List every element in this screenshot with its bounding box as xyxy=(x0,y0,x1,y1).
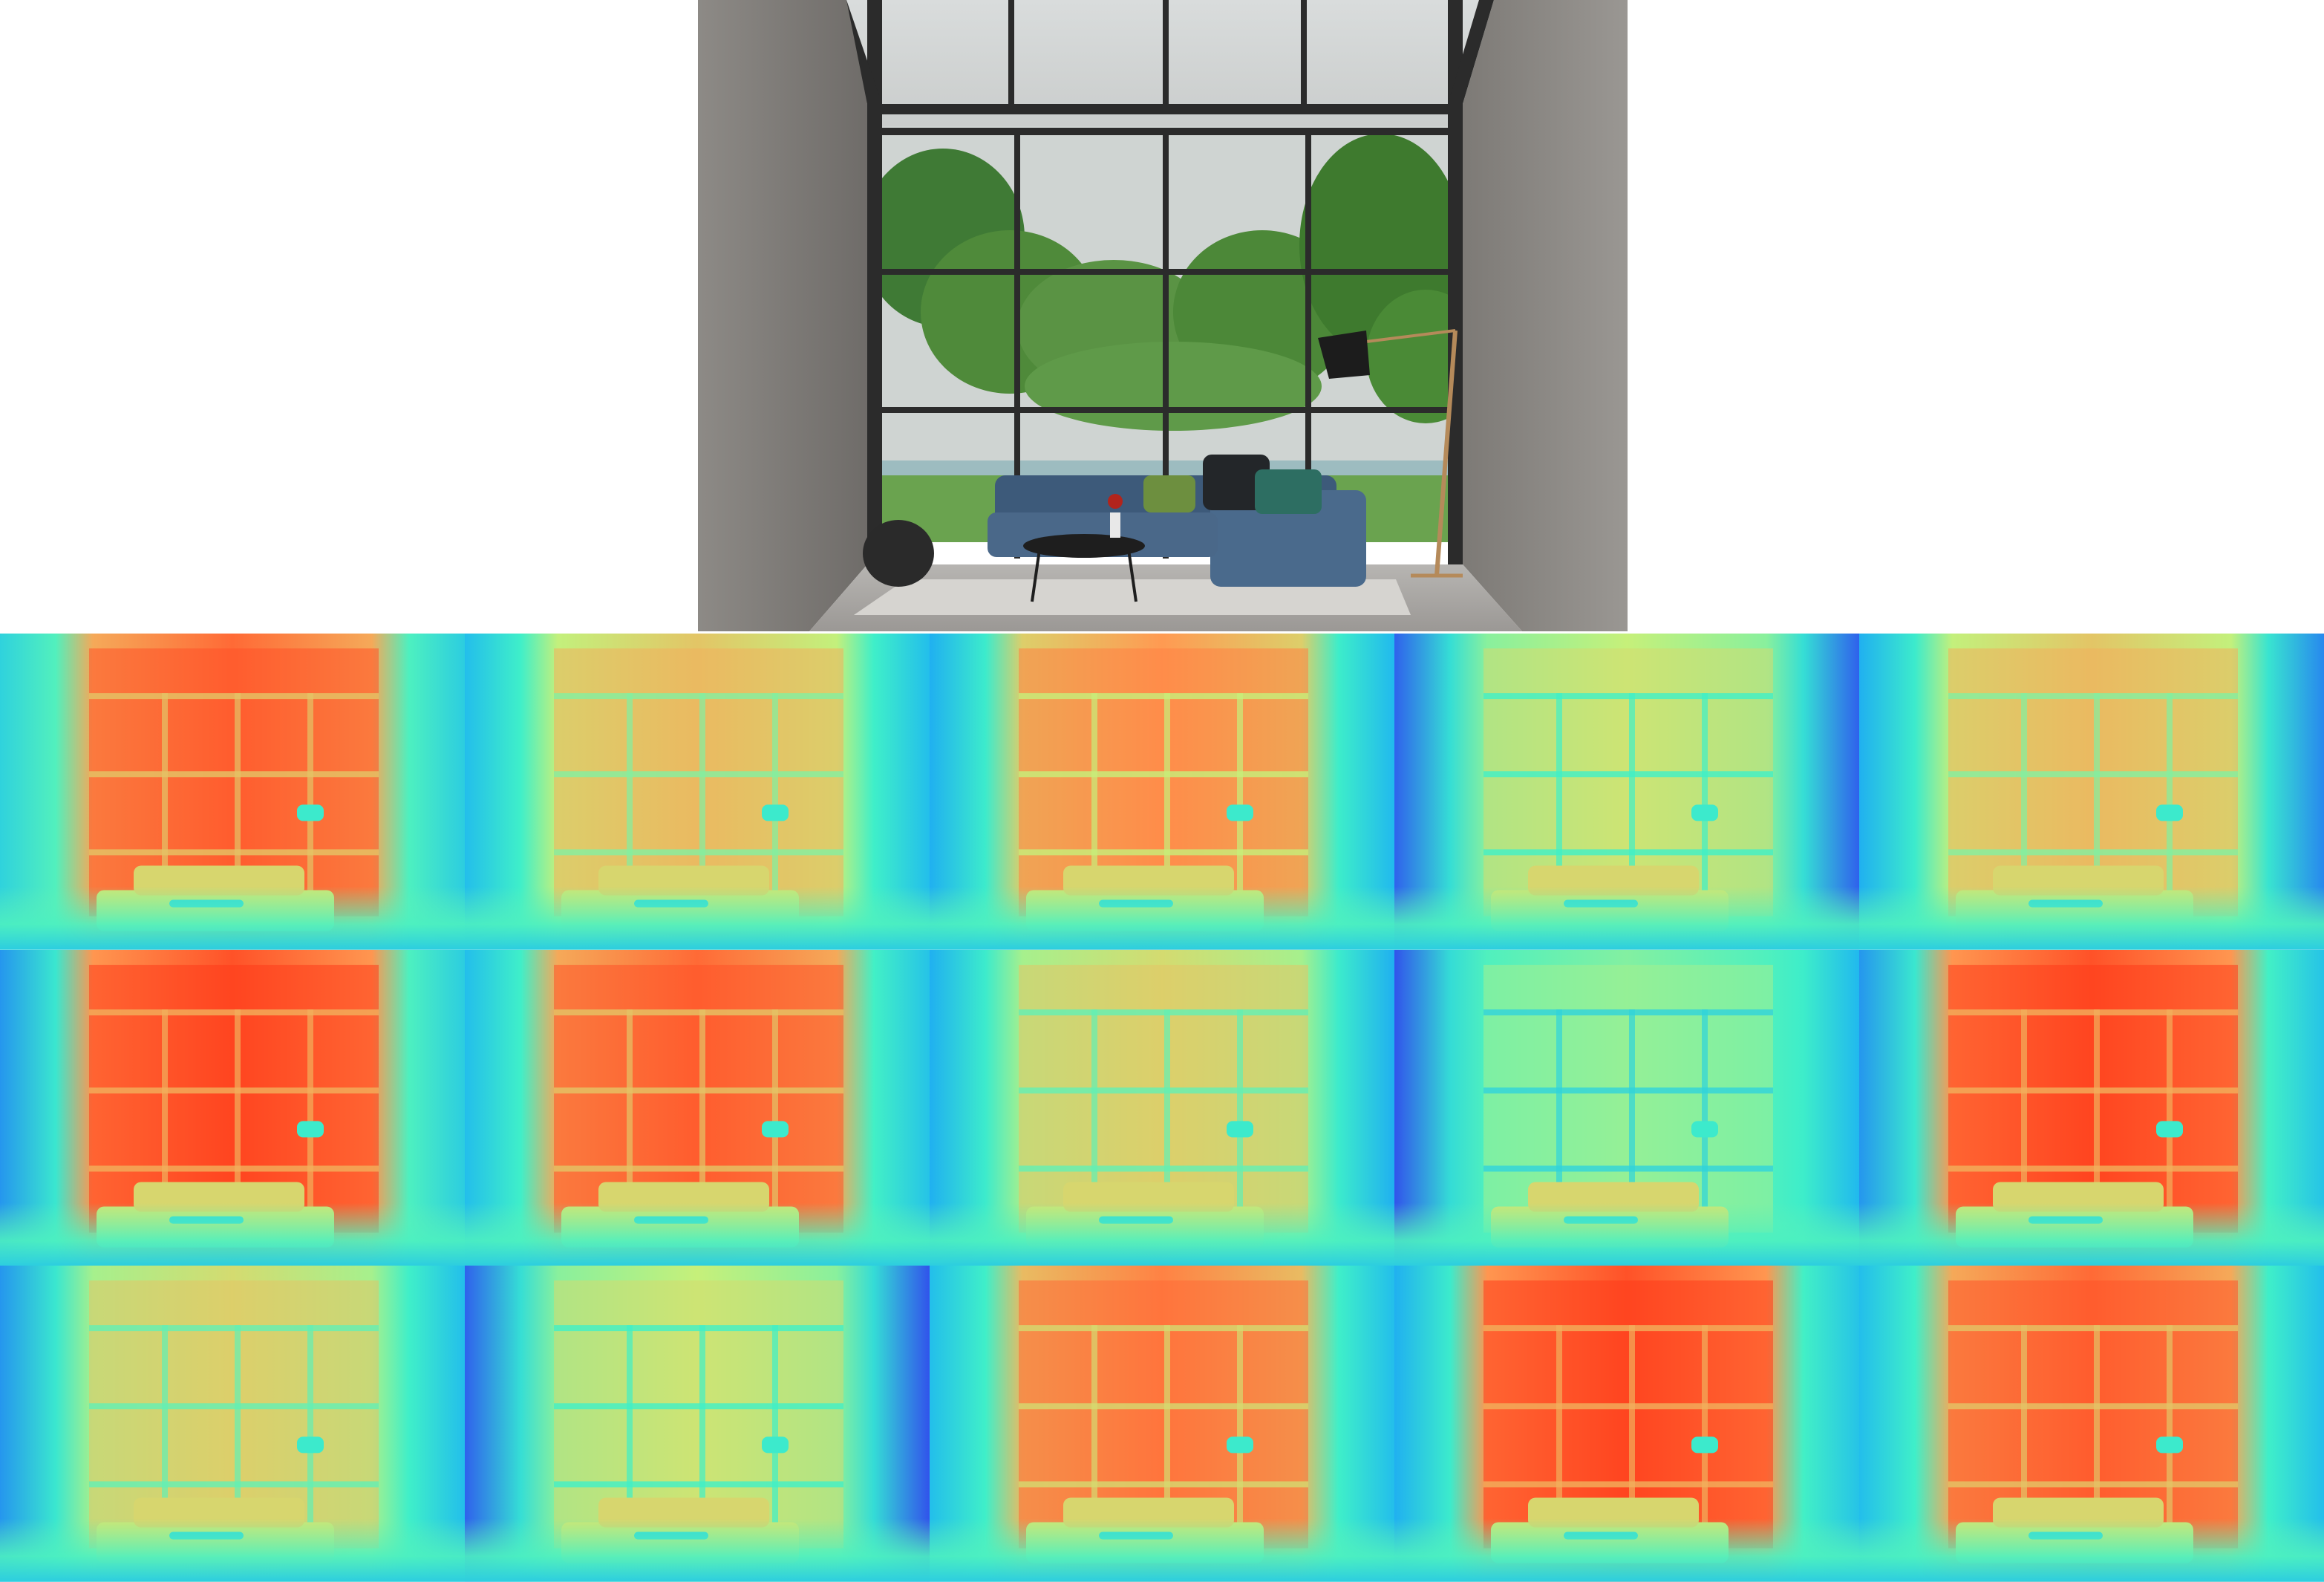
depth-map xyxy=(1859,1266,2324,1582)
depth-map xyxy=(1394,1266,1859,1582)
depth-map-tile xyxy=(1859,634,2324,950)
depth-map xyxy=(930,949,1394,1266)
depth-map-tile xyxy=(0,634,465,950)
rug xyxy=(854,579,1411,615)
depth-map-tile xyxy=(1394,634,1859,950)
depth-map-grid xyxy=(0,634,2324,1582)
depth-map-tile xyxy=(465,949,930,1266)
depth-map-tile xyxy=(930,634,1394,950)
floor-lamp xyxy=(1318,329,1463,578)
depth-map-tile xyxy=(930,949,1394,1266)
room-scene xyxy=(698,0,1628,631)
depth-map xyxy=(1394,634,1859,950)
depth-map xyxy=(465,1266,930,1582)
depth-map xyxy=(930,1266,1394,1582)
depth-map xyxy=(0,634,465,950)
depth-map-tile xyxy=(930,1266,1394,1582)
left-wall xyxy=(698,0,867,631)
depth-map-tile xyxy=(1394,1266,1859,1582)
reference-photo xyxy=(698,0,1628,631)
depth-map xyxy=(1859,634,2324,950)
depth-map-tile xyxy=(465,1266,930,1582)
depth-map xyxy=(1394,949,1859,1266)
depth-map xyxy=(0,1266,465,1582)
coffee-table xyxy=(1023,494,1145,602)
depth-map xyxy=(0,949,465,1266)
depth-map-tile xyxy=(1859,1266,2324,1582)
depth-map xyxy=(930,634,1394,950)
depth-map xyxy=(1859,949,2324,1266)
depth-map-tile xyxy=(0,949,465,1266)
right-wall xyxy=(1463,0,1628,631)
depth-map xyxy=(465,949,930,1266)
depth-map-tile xyxy=(0,1266,465,1582)
pouf xyxy=(863,520,934,587)
depth-map-tile xyxy=(1394,949,1859,1266)
depth-map xyxy=(465,634,930,950)
depth-map-tile xyxy=(1859,949,2324,1266)
depth-map-tile xyxy=(465,634,930,950)
